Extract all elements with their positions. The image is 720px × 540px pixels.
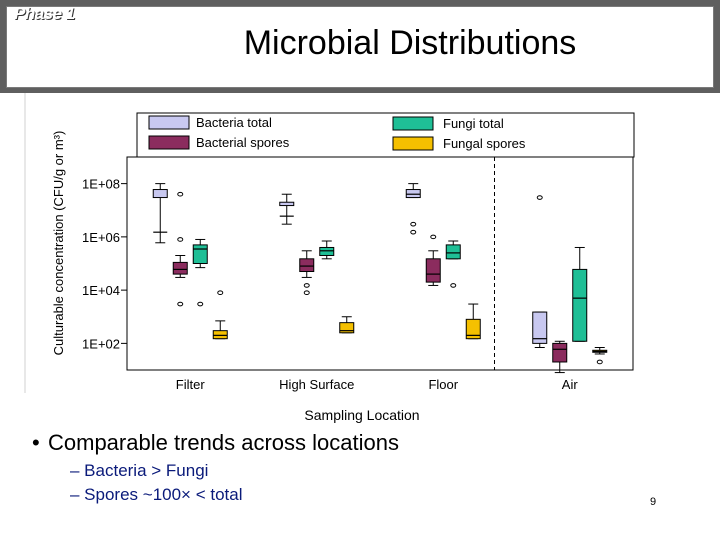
bullet-text: Comparable trends across locations: [48, 430, 399, 455]
outlier-point: [303, 290, 310, 296]
outlier-point: [217, 290, 224, 296]
box-2-1: [319, 240, 335, 260]
legend-label: Bacteria total: [196, 115, 272, 130]
legend-swatch: [148, 135, 190, 150]
chart-boxes: [152, 183, 608, 374]
y-tick-label: 1E+02: [82, 336, 120, 351]
box-iqr: [339, 322, 355, 334]
x-tick-label: High Surface: [279, 377, 354, 392]
box-3-0: [212, 290, 228, 340]
box-iqr: [465, 318, 481, 340]
box-0-1: [279, 193, 295, 225]
outlier-point: [177, 191, 184, 197]
box-1-2: [425, 234, 441, 286]
phase-label: Phase 1: [14, 4, 75, 23]
legend-label: Bacterial spores: [196, 135, 290, 150]
box-iqr: [172, 261, 188, 275]
left-divider: [24, 93, 26, 393]
slide-title: Microbial Distributions: [243, 24, 577, 62]
outlier-point: [197, 301, 204, 307]
box-0-2: [405, 183, 421, 235]
y-tick-label: 1E+08: [82, 177, 120, 192]
box-1-0: [172, 191, 188, 307]
outlier-point: [410, 221, 417, 227]
box-iqr: [192, 244, 208, 264]
y-tick-label: 1E+06: [82, 230, 120, 245]
y-tick-label: 1E+04: [82, 283, 120, 298]
outlier-point: [410, 229, 417, 235]
outlier-point: [596, 359, 603, 365]
x-tick-label: Filter: [176, 377, 206, 392]
legend: Bacteria total Bacterial spores Fungi tota…: [136, 112, 635, 158]
outlier-point: [536, 195, 543, 200]
plot-frame: [126, 156, 634, 371]
box-2-2: [445, 240, 461, 288]
title-box: [6, 6, 714, 88]
box-iqr: [405, 189, 421, 199]
box-1-1: [299, 250, 315, 296]
y-axis-label: Culturable concentration (CFU/g or m³): [51, 131, 66, 356]
box-2-3: [572, 246, 588, 342]
box-iqr: [552, 342, 568, 363]
outlier-point: [430, 234, 437, 240]
chart-axes: 1E+08 1E+06 1E+04 1E+02 Culturable concentra…: [51, 131, 634, 423]
box-2-0: [192, 238, 208, 307]
legend-box: [136, 112, 635, 158]
box-1-3: [552, 340, 568, 374]
box-iqr: [425, 258, 441, 283]
sub-bullet-1: – Bacteria > Fungi: [70, 461, 209, 480]
legend-label: Fungi total: [443, 116, 504, 131]
outlier-point: [303, 283, 310, 288]
x-tick-label: Air: [562, 377, 579, 392]
box-iqr: [445, 244, 461, 260]
box-iqr: [279, 201, 295, 207]
box-0-3: [532, 195, 548, 348]
legend-swatch: [392, 116, 434, 131]
x-axis-label: Sampling Location: [304, 407, 419, 423]
x-tick-label: Floor: [428, 377, 458, 392]
box-3-1: [339, 316, 355, 334]
legend-swatch: [148, 115, 190, 130]
legend-swatch: [392, 136, 434, 151]
box-iqr: [572, 268, 588, 342]
bullet-point: • Comparable trends across locations: [32, 430, 399, 456]
box-iqr: [319, 246, 335, 256]
box-iqr: [152, 189, 168, 199]
outlier-point: [177, 237, 184, 242]
box-3-2: [465, 303, 481, 340]
page-number: 9: [650, 496, 657, 508]
bullet-dot: •: [32, 430, 40, 455]
box-iqr: [299, 258, 315, 273]
legend-label: Fungal spores: [443, 136, 526, 151]
box-3-3: [592, 346, 608, 365]
box-0-0: [152, 183, 168, 244]
outlier-point: [177, 301, 184, 307]
box-iqr: [212, 330, 228, 340]
box-iqr: [532, 311, 548, 344]
sub-bullet-2: – Spores ~100× < total: [70, 485, 243, 504]
outlier-point: [450, 283, 457, 288]
